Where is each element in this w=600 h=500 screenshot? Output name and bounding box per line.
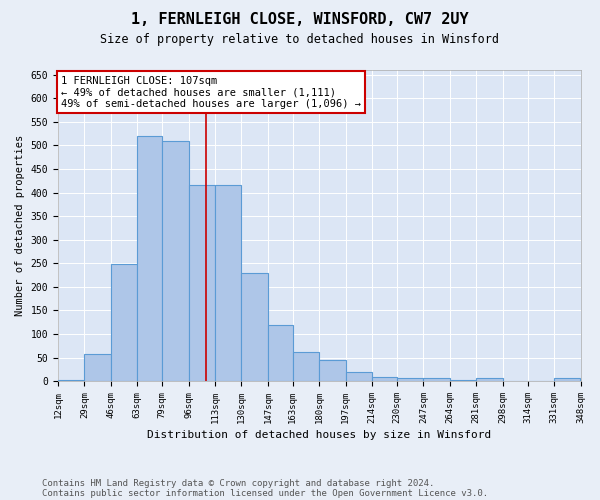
Bar (162, 140, 188, 381)
Bar (397, 378, 424, 381)
Bar (111, 264, 137, 381)
Bar (450, 380, 476, 381)
Bar (58, 380, 85, 381)
X-axis label: Distribution of detached houses by size in Winsford: Distribution of detached houses by size … (147, 430, 491, 440)
Text: Size of property relative to detached houses in Winsford: Size of property relative to detached ho… (101, 34, 499, 46)
Text: Contains HM Land Registry data © Crown copyright and database right 2024.: Contains HM Land Registry data © Crown c… (42, 478, 434, 488)
Text: 1 FERNLEIGH CLOSE: 107sqm
← 49% of detached houses are smaller (1,111)
49% of se: 1 FERNLEIGH CLOSE: 107sqm ← 49% of detac… (61, 76, 361, 109)
Y-axis label: Number of detached properties: Number of detached properties (15, 135, 25, 316)
Bar (293, 352, 319, 381)
Bar (215, 186, 241, 381)
Bar (372, 377, 397, 381)
Bar (137, 136, 162, 381)
Bar (346, 372, 372, 381)
Bar (319, 360, 346, 381)
Bar (554, 378, 580, 381)
Text: Contains public sector information licensed under the Open Government Licence v3: Contains public sector information licen… (42, 488, 488, 498)
Bar (85, 354, 111, 381)
Text: 1, FERNLEIGH CLOSE, WINSFORD, CW7 2UY: 1, FERNLEIGH CLOSE, WINSFORD, CW7 2UY (131, 12, 469, 28)
Bar (241, 272, 268, 381)
Bar (188, 186, 215, 381)
Bar (268, 324, 293, 381)
Bar (476, 378, 503, 381)
Bar (424, 378, 450, 381)
